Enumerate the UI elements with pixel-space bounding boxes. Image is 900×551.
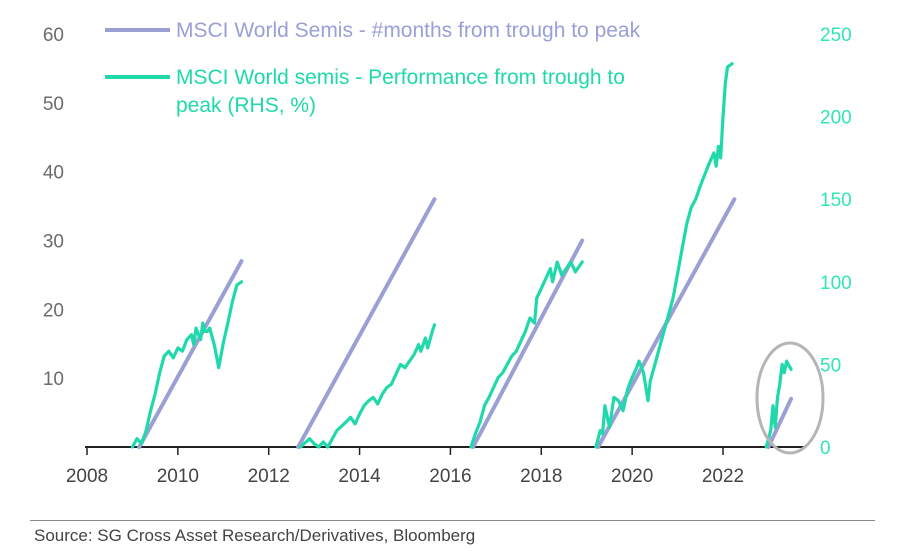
months-line-segment-3 bbox=[471, 238, 585, 449]
x-tick-label: 2018 bbox=[520, 466, 562, 487]
x-tick-label: 2020 bbox=[611, 466, 653, 487]
y-left-tick-label: 30 bbox=[43, 232, 64, 253]
y-right-tick-label: 0 bbox=[820, 438, 831, 459]
performance-line-segment-1 bbox=[130, 280, 244, 449]
x-tick-label: 2012 bbox=[248, 466, 290, 487]
x-tick-label: 2010 bbox=[157, 466, 199, 487]
x-tick-label: 2022 bbox=[702, 466, 744, 487]
performance-line-segment-3 bbox=[469, 260, 584, 449]
y-right-tick-label: 100 bbox=[820, 273, 852, 294]
y-left-tick-label: 20 bbox=[43, 300, 64, 321]
legend-label-months: MSCI World Semis - #months from trough t… bbox=[176, 19, 641, 42]
y-right-tick-label: 250 bbox=[820, 25, 852, 46]
y-right-tick-label: 200 bbox=[820, 108, 852, 129]
months-line-segment-2 bbox=[296, 197, 437, 449]
source-note: Source: SG Cross Asset Research/Derivati… bbox=[34, 526, 476, 545]
legend-label-performance: MSCI World semis - Performance from trou… bbox=[176, 66, 625, 89]
months-line-segment-5 bbox=[766, 396, 794, 449]
x-tick-label: 2014 bbox=[338, 466, 381, 487]
performance-line-segment-5 bbox=[764, 359, 793, 449]
y-left-tick-label: 10 bbox=[43, 369, 64, 390]
x-tick-label: 2008 bbox=[66, 466, 108, 487]
highlight-circle bbox=[755, 341, 825, 455]
y-left-tick-label: 50 bbox=[43, 94, 64, 115]
performance-line-segment-4 bbox=[594, 62, 734, 449]
source-divider bbox=[30, 520, 875, 521]
legend-label-performance-line2: peak (RHS, %) bbox=[176, 94, 316, 117]
x-tick-label: 2016 bbox=[429, 466, 471, 487]
months-line-segment-1 bbox=[137, 259, 244, 449]
y-right-tick-label: 150 bbox=[820, 190, 852, 211]
y-left-tick-label: 60 bbox=[43, 25, 64, 46]
performance-line-segment-2 bbox=[298, 323, 437, 449]
y-left-tick-label: 40 bbox=[43, 163, 64, 184]
y-right-tick-label: 50 bbox=[820, 355, 841, 376]
